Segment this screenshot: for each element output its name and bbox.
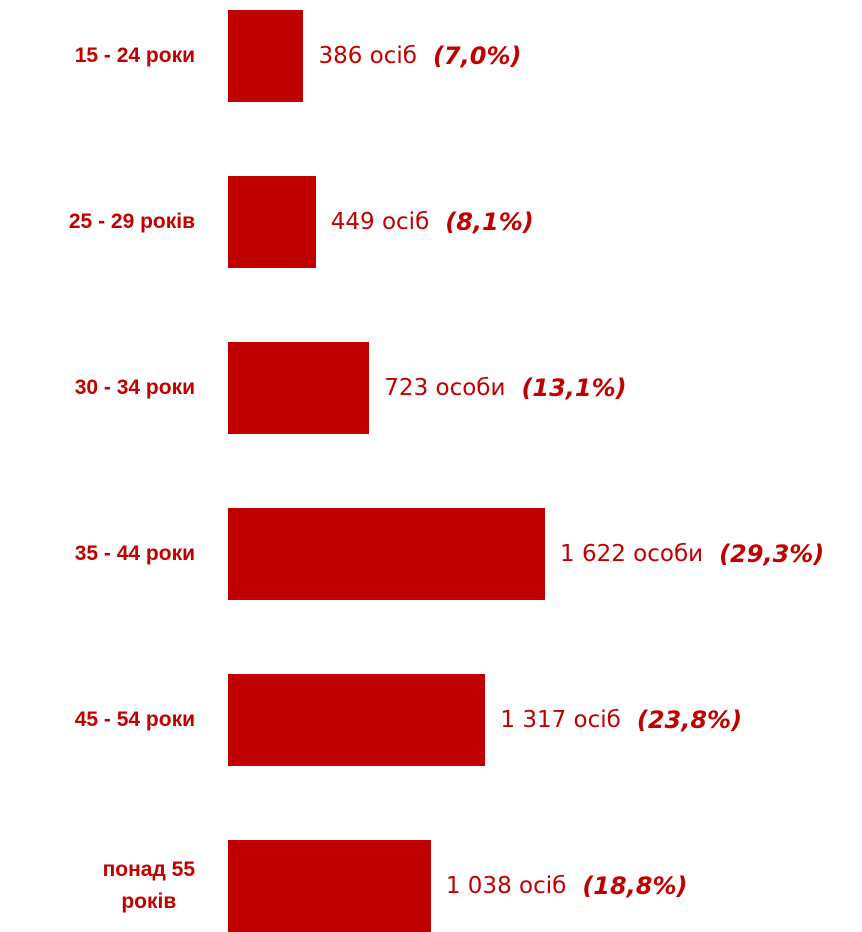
- category-label: 30 - 34 роки: [74, 376, 195, 399]
- value-label: 1 038 осіб: [445, 873, 567, 899]
- bar: [228, 342, 370, 434]
- bar: [228, 674, 486, 766]
- category-label-box: понад 55 років: [103, 840, 195, 932]
- bar: [228, 176, 316, 268]
- bar-label-group: 1 622 особи (29,3%): [560, 508, 824, 600]
- bar-label-group: 723 особи (13,1%): [384, 342, 626, 434]
- value-label: 723 особи: [384, 375, 506, 401]
- category-label: понад 55 років: [102, 858, 195, 913]
- bar-label-group: 1 038 осіб (18,8%): [446, 840, 688, 932]
- value-label: 1 317 осіб: [500, 707, 621, 733]
- category-label-box: 30 - 34 роки: [75, 342, 195, 434]
- share-label: (8,1%): [445, 208, 534, 236]
- category-label: 45 - 54 роки: [74, 708, 195, 731]
- bar-row: 35 - 44 роки 1 622 особи (29,3%): [0, 508, 862, 600]
- category-label: 15 - 24 роки: [74, 44, 195, 67]
- bar: [228, 10, 304, 102]
- bar-row: 45 - 54 роки 1 317 осіб (23,8%): [0, 674, 862, 766]
- bar-row: 15 - 24 роки 386 осіб (7,0%): [0, 10, 862, 102]
- share-label: (23,8%): [636, 706, 743, 734]
- bar: [228, 840, 431, 932]
- category-label-box: 25 - 29 років: [69, 176, 195, 268]
- bar-label-group: 386 осіб (7,0%): [318, 10, 521, 102]
- category-label-box: 35 - 44 роки: [75, 508, 195, 600]
- bar-label-group: 449 осіб (8,1%): [331, 176, 534, 268]
- bar-label-group: 1 317 осіб (23,8%): [500, 674, 742, 766]
- bar-row: 25 - 29 років 449 осіб (8,1%): [0, 176, 862, 268]
- category-label: 25 - 29 років: [68, 210, 195, 233]
- share-label: (18,8%): [582, 872, 688, 900]
- category-label: 35 - 44 роки: [74, 542, 195, 565]
- bar: [228, 508, 545, 600]
- value-label: 1 622 особи: [560, 541, 704, 567]
- value-label: 386 осіб: [318, 43, 417, 69]
- category-label-box: 15 - 24 роки: [75, 10, 195, 102]
- value-label: 449 осіб: [330, 209, 430, 235]
- share-label: (7,0%): [432, 42, 522, 70]
- share-label: (13,1%): [521, 374, 627, 402]
- share-label: (29,3%): [719, 540, 825, 568]
- bar-row: понад 55 років 1 038 осіб (18,8%): [0, 840, 862, 932]
- category-label-box: 45 - 54 роки: [75, 674, 195, 766]
- bar-row: 30 - 34 роки 723 особи (13,1%): [0, 342, 862, 434]
